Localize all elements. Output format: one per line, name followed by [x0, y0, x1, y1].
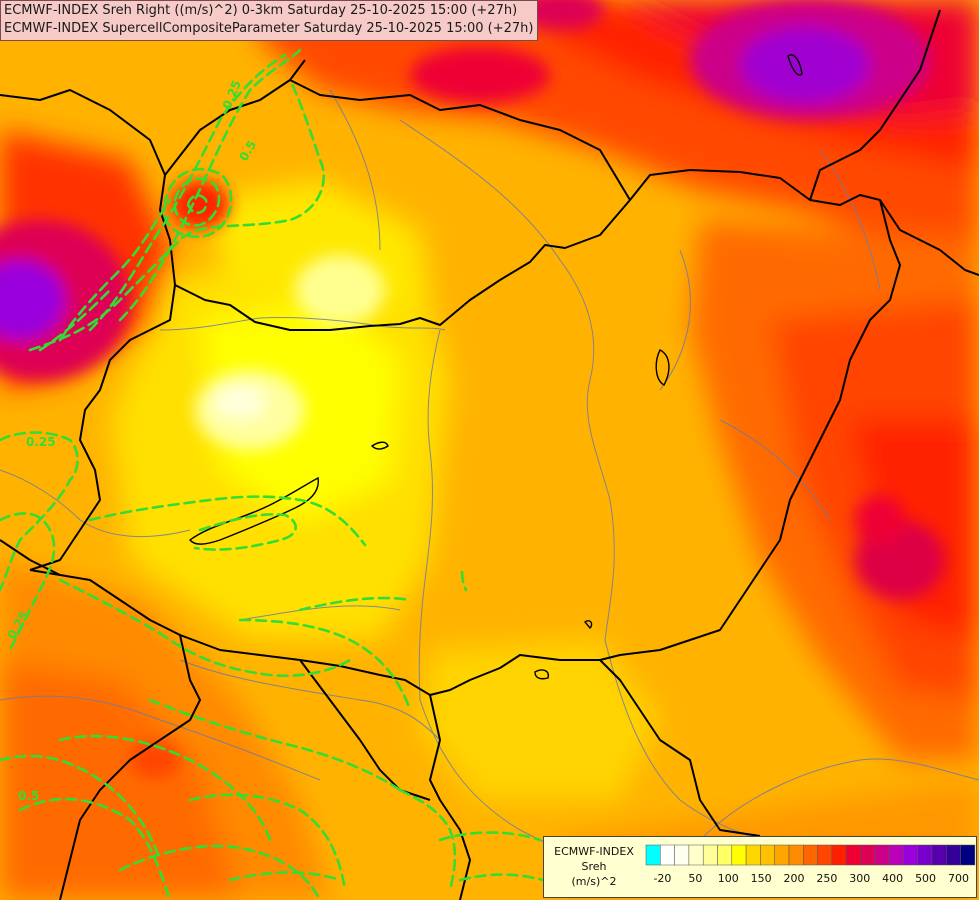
legend-swatch: [788, 844, 804, 866]
title-line-scp: ECMWF-INDEX SupercellCompositeParameter …: [4, 21, 534, 36]
legend-swatch: [874, 844, 890, 866]
legend-swatch: [803, 844, 818, 866]
title-line-sreh: ECMWF-INDEX Sreh Right ((m/s)^2) 0-3km S…: [4, 3, 518, 18]
legend-swatch: [688, 844, 704, 866]
legend-swatch: [717, 844, 733, 866]
legend-tick-label: 300: [849, 872, 870, 885]
legend-swatch: [831, 844, 847, 866]
legend-tick-label: 150: [751, 872, 772, 885]
lakes: [188, 54, 803, 680]
legend-source: ECMWF-INDEX: [554, 845, 634, 858]
legend-colorbar: -20 50 100 150 200 250 300 400 500 700: [645, 844, 976, 885]
legend-swatch: [903, 844, 918, 866]
legend-swatch: [860, 844, 876, 866]
legend-tick-label: 50: [688, 872, 702, 885]
legend-tick-label: 200: [784, 872, 805, 885]
scp-contours: [0, 48, 562, 900]
legend-unit: (m/s)^2: [571, 875, 617, 888]
contour-label-05-south: 0.5: [18, 789, 39, 803]
legend-swatch: [774, 844, 790, 866]
legend-swatch: [731, 844, 747, 866]
legend-swatch: [960, 844, 976, 866]
legend-tick-label: 700: [948, 872, 969, 885]
color-legend: ECMWF-INDEX Sreh (m/s)^2 -20 50 100 150 200 2…: [543, 836, 977, 898]
legend-swatch: [674, 844, 690, 866]
legend-swatch: [660, 844, 675, 866]
legend-swatch: [745, 844, 761, 866]
legend-tick-label: 500: [915, 872, 936, 885]
legend-tick-label: 100: [718, 872, 739, 885]
legend-swatch: [931, 844, 947, 866]
legend-swatch: [645, 844, 661, 866]
legend-swatch: [888, 844, 904, 866]
contour-label-025-west: 0.25: [26, 435, 56, 449]
legend-tick-label: 250: [816, 872, 837, 885]
map-title-box: ECMWF-INDEX Sreh Right ((m/s)^2) 0-3km S…: [0, 0, 539, 41]
legend-variable: Sreh: [581, 860, 607, 873]
legend-swatch: [917, 844, 933, 866]
legend-swatch: [946, 844, 961, 866]
legend-swatch: [760, 844, 775, 866]
legend-swatch: [817, 844, 833, 866]
legend-tick-label: 400: [882, 872, 903, 885]
legend-swatch: [845, 844, 861, 866]
legend-title: ECMWF-INDEX Sreh (m/s)^2: [548, 844, 640, 889]
legend-tick-label: -20: [653, 872, 671, 885]
legend-swatch: [702, 844, 718, 866]
